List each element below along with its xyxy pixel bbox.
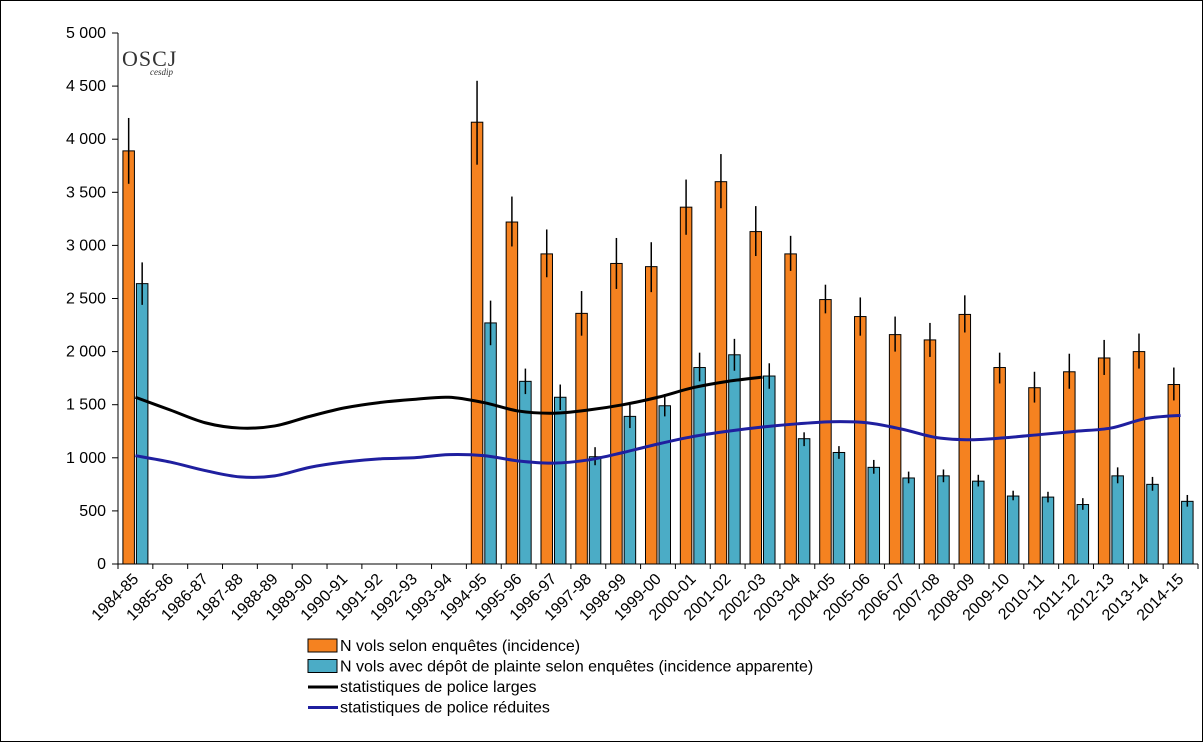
bar-plainte [1146,483,1159,565]
line-police-reduites [135,413,1181,479]
y-tick-label: 4 500 [66,78,106,95]
bar-plainte [1181,500,1194,565]
bar-enquetes [1167,384,1181,565]
legend-label: N vols selon enquêtes (incidence) [340,638,580,655]
bar-enquetes [505,221,519,565]
bar-enquetes [923,339,937,565]
bar-plainte [867,466,881,565]
y-axis: 0 500 1 000 1 500 2 000 2 500 3 000 3 500 4 000 4… [66,25,119,573]
bar-enquetes [854,316,867,565]
bar-plainte [1076,504,1090,565]
bar-enquetes [1097,357,1111,565]
bar-enquetes [1063,371,1076,565]
bar-enquetes [993,367,1006,565]
bar-enquetes [679,206,693,565]
series-lines [134,375,1181,479]
y-tick-label: 1 500 [66,397,106,414]
legend-label: statistiques de police larges [340,679,537,696]
bar-plainte [588,456,602,565]
y-tick-label: 0 [97,556,106,573]
bar-enquetes [819,299,832,565]
bar-plainte [135,283,149,565]
legend-label: statistiques de police réduites [340,700,550,717]
y-tick-label: 1 000 [66,450,106,467]
bar-plainte [1041,496,1055,565]
error-bars [127,80,1189,510]
bar-plainte [832,451,846,565]
legend-swatch [307,659,338,673]
x-axis: 1984-851985-861986-871987-881988-891989-… [89,563,1199,624]
bar-plainte [972,480,985,565]
bar-plainte [1006,495,1020,565]
y-tick-label: 3 500 [66,184,106,201]
bar-enquetes [714,181,728,565]
bars [122,121,1194,565]
bar-enquetes [749,231,763,565]
logo-sub-text: cesdip [150,67,173,77]
bar-plainte [902,477,915,565]
bar-enquetes [610,262,623,565]
y-tick-label: 3 000 [66,237,106,254]
logo-main-text: OSCJ [122,46,177,71]
bar-plainte [728,354,741,565]
bar-plainte [693,367,706,565]
bar-plainte [484,322,497,565]
bar-enquetes [470,121,484,565]
legend-label: N vols avec dépôt de plainte selon enquê… [340,659,813,676]
line-police-larges [134,375,763,430]
bar-plainte [623,415,637,565]
legend-swatch [307,638,338,653]
bar-enquetes [575,312,588,565]
legend: N vols selon enquêtes (incidence) N vols … [307,638,813,717]
bar-plainte [553,396,567,565]
bar-plainte [937,475,950,565]
y-tick-label: 2 500 [66,291,106,308]
bar-enquetes [784,253,797,565]
y-tick-label: 5 000 [66,25,106,42]
bar-enquetes [1132,351,1146,565]
bar-enquetes [540,253,553,565]
bar-enquetes [1028,387,1041,565]
bar-plainte [763,375,776,565]
y-tick-label: 2 000 [66,344,106,361]
oscj-logo: OSCJ cesdip [122,46,177,77]
bar-plainte [1111,475,1124,565]
bar-enquetes [122,150,135,565]
bar-enquetes [888,334,902,565]
y-tick-label: 500 [79,503,106,520]
y-tick-label: 4 000 [66,131,106,148]
bar-plainte [519,380,532,565]
bar-enquetes [645,266,658,565]
bar-plainte [797,438,811,565]
bar-plainte [658,405,671,565]
